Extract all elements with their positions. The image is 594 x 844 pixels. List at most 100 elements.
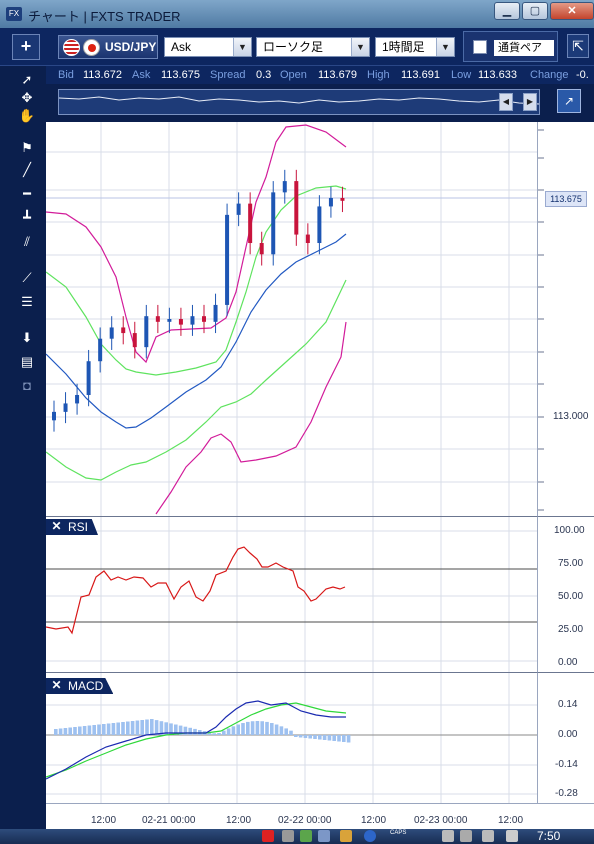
macd-hist-bar — [126, 721, 130, 735]
help-tray-icon[interactable] — [364, 830, 376, 842]
quote-value: -0. — [576, 69, 589, 81]
lower-green-line — [46, 279, 347, 481]
fibonacci-fan-icon[interactable]: ⟋ — [22, 270, 32, 285]
macd-hist-bar — [174, 724, 178, 735]
macd-line — [46, 700, 346, 780]
candle-body — [109, 327, 114, 339]
quote-label: Open — [280, 69, 307, 81]
macd-hist-bar — [111, 723, 116, 735]
list-icon[interactable]: ▤ — [20, 354, 34, 369]
close-icon[interactable]: ✕ — [51, 678, 62, 692]
tools-tray-icon[interactable] — [460, 830, 472, 842]
app-tray-icon[interactable] — [300, 830, 312, 842]
macd-hist-bar — [78, 726, 82, 735]
close-icon[interactable]: ✕ — [51, 519, 62, 533]
macd-hist-bar — [346, 735, 351, 743]
crosshair-cursor-icon[interactable]: ✥ — [21, 90, 33, 105]
macd-hist-bar — [178, 725, 183, 735]
macd-hist-bar — [236, 724, 240, 735]
candle-body — [317, 206, 322, 244]
macd-hist-bar — [121, 722, 125, 735]
chevron-down-icon: ▼ — [351, 38, 369, 56]
candle-body — [202, 316, 206, 322]
macd-hist-bar — [250, 721, 255, 735]
hand-icon[interactable]: ✋ — [18, 108, 36, 123]
macd-hist-bar — [313, 735, 317, 739]
macd-axis: 0.14 0.00 -0.14 -0.28 — [537, 672, 594, 803]
macd-hist-bar — [222, 730, 226, 735]
scroll-left-button[interactable]: ◀ — [499, 93, 513, 111]
maximize-button[interactable]: ▢ — [522, 2, 548, 20]
cursor-icon[interactable]: ➚ — [21, 72, 33, 87]
add-chart-button[interactable]: + — [12, 34, 40, 60]
macd-hist-bar — [116, 722, 120, 735]
quote-strip: Bid 113.672 Ask 113.675 Spread 0.3 Open … — [46, 66, 594, 84]
macd-hist-bar — [82, 726, 87, 735]
drawing-tools: ➚ ✥ ✋ ⚑ ╱ ━ ┻ ⫽ ⟋ ☰ ⬇ ▤ ◘ — [14, 66, 40, 402]
macd-hist-bar — [231, 726, 236, 735]
trendline-icon[interactable]: ╱ — [23, 162, 31, 177]
macd-hist-bar — [279, 726, 284, 735]
macd-tick-label: 0.00 — [558, 729, 578, 740]
detach-icon[interactable]: ⇱ — [567, 34, 589, 58]
alert-tray-icon[interactable] — [262, 830, 274, 842]
lower-band-line — [155, 321, 347, 515]
folder-tray-icon[interactable] — [340, 830, 352, 842]
chevron-down-icon: ▼ — [436, 38, 454, 56]
volume-tray-icon[interactable] — [506, 830, 518, 842]
macd-hist-bar — [97, 724, 101, 735]
rsi-line — [46, 546, 346, 635]
horizontal-line-icon[interactable]: ━ — [23, 186, 31, 201]
candlestick-series — [52, 169, 345, 432]
time-tick-label: 02-23 00:00 — [414, 815, 468, 826]
app-tray-icon[interactable] — [318, 830, 330, 842]
currency-pair-button[interactable]: USD/JPY — [58, 35, 158, 59]
time-tick-label: 12:00 — [226, 815, 252, 826]
chart-type-select[interactable]: ローソク足 ▼ — [256, 37, 370, 57]
price-type-select[interactable]: Ask ▼ — [164, 37, 252, 57]
macd-hist-bar — [289, 730, 293, 735]
fibonacci-levels-icon[interactable]: ☰ — [21, 294, 33, 309]
macd-hist-bar — [212, 733, 216, 735]
macd-hist-bar — [332, 735, 336, 741]
quote-label: Ask — [132, 69, 151, 81]
quote-label: High — [367, 69, 390, 81]
timeframe-select[interactable]: 1時間足 ▼ — [375, 37, 455, 57]
vertical-line-icon[interactable]: ┻ — [23, 210, 31, 225]
quote-value: 113.633 — [478, 69, 517, 81]
time-tick-label: 12:00 — [361, 815, 387, 826]
rsi-panel[interactable]: ✕ RSI — [46, 516, 537, 672]
macd-hist-bar — [308, 735, 312, 739]
flag-tray-icon[interactable] — [482, 830, 494, 842]
macd-hist-bar — [265, 721, 269, 735]
camera-icon[interactable]: ◘ — [23, 378, 31, 393]
minimize-button[interactable]: ▁ — [494, 2, 520, 20]
macd-hist-bar — [241, 723, 245, 735]
compare-checkbox[interactable] — [473, 40, 487, 54]
quote-label: Change — [530, 69, 569, 81]
zoom-reset-icon[interactable]: ↗ — [557, 89, 581, 113]
keyboard-tray-icon[interactable] — [442, 830, 454, 842]
macd-badge: ✕ MACD — [46, 678, 114, 694]
macd-hist-bar — [322, 735, 327, 740]
close-button[interactable]: ✕ — [550, 2, 594, 20]
macd-hist-bar — [226, 728, 231, 735]
candle-body — [167, 319, 172, 322]
network-tray-icon[interactable] — [282, 830, 294, 842]
macd-panel[interactable]: ✕ MACD — [46, 672, 537, 803]
overview-scroller[interactable]: ◀ ▶ — [58, 89, 540, 115]
pin-icon[interactable]: ⚑ — [21, 140, 33, 155]
macd-hist-bar — [92, 725, 96, 735]
price-chart[interactable] — [46, 122, 537, 516]
download-icon[interactable]: ⬇ — [21, 330, 33, 345]
macd-hist-bar — [337, 735, 341, 742]
scroll-right-button[interactable]: ▶ — [523, 93, 537, 111]
candle-body — [144, 316, 149, 348]
chart-toolbar: + USD/JPY Ask ▼ ローソク足 ▼ 1時間足 ▼ 通貨ペア ⇱ — [0, 28, 594, 66]
quote-label: Low — [451, 69, 472, 81]
macd-label: MACD — [68, 679, 104, 693]
macd-hist-bar — [255, 721, 260, 735]
channel-icon[interactable]: ⫽ — [24, 234, 30, 249]
compare-pair-label[interactable]: 通貨ペア — [494, 40, 554, 56]
currency-pair-label: USD/JPY — [105, 40, 157, 54]
